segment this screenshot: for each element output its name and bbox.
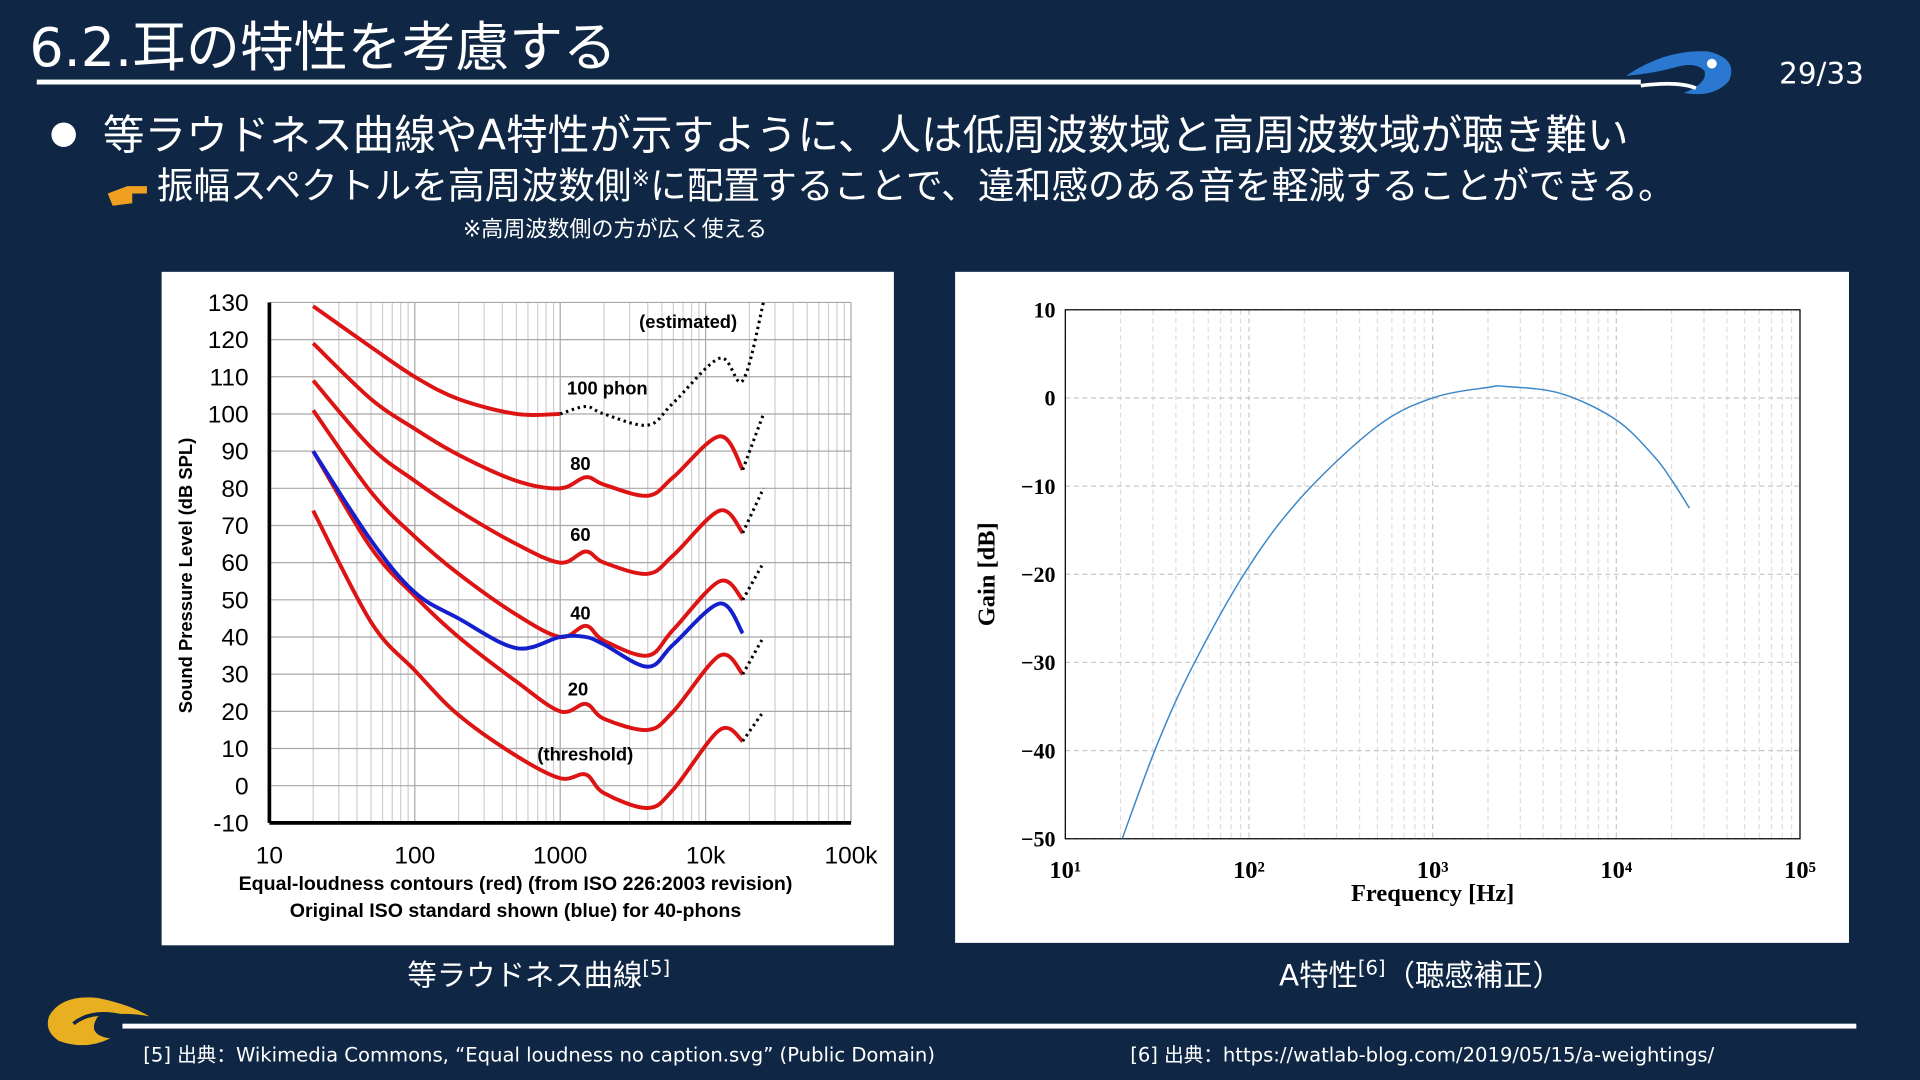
annotation: (threshold) xyxy=(537,743,633,764)
figure-caption: 等ラウドネス曲線[5] xyxy=(407,957,670,993)
estimated-line xyxy=(741,413,765,471)
x-tick-label: 10⁵ xyxy=(1784,857,1816,884)
y-tick-label: 10 xyxy=(221,736,248,763)
sub-bullet-text: 振幅スペクトルを高周波数側※に配置することで、違和感のある音を軽減することができ… xyxy=(157,164,1675,207)
y-tick-label: 0 xyxy=(235,773,249,800)
x-axis-label: Equal-loudness contours (red) (from ISO … xyxy=(239,873,793,895)
footer-logo xyxy=(47,997,150,1046)
x-tick-label: 10 xyxy=(256,842,283,869)
contour-line xyxy=(311,450,745,732)
annotation: 100 phon xyxy=(567,377,648,398)
y-tick-label: 80 xyxy=(221,476,248,503)
annotation: 60 xyxy=(570,524,590,545)
caption-ref: [5] xyxy=(642,957,670,980)
x-axis-label: Frequency [Hz] xyxy=(1351,880,1514,907)
y-tick-label: 20 xyxy=(221,699,248,726)
y-tick-label: 90 xyxy=(221,439,248,466)
annotation: 20 xyxy=(568,679,588,700)
y-tick-label: 70 xyxy=(221,513,248,540)
bullet-dot xyxy=(51,122,76,147)
caption-text: 等ラウドネス曲線 xyxy=(407,959,642,993)
y-tick-label: 30 xyxy=(221,662,248,689)
y-tick-label: −30 xyxy=(1021,650,1056,675)
pointing-hand-icon xyxy=(107,186,147,206)
y-tick-label: 100 xyxy=(208,402,249,429)
title-rule xyxy=(36,79,1641,85)
y-tick-label: −10 xyxy=(1021,474,1056,499)
x-tick-label: 10⁴ xyxy=(1600,857,1632,884)
x-tick-label: 10¹ xyxy=(1049,857,1081,884)
slide-title: 6.2.耳の特性を考慮する xyxy=(29,16,617,79)
x-tick-label: 10k xyxy=(686,842,726,869)
annotation: (estimated) xyxy=(639,311,737,332)
page-number: 29/33 xyxy=(1779,56,1864,90)
estimated-line xyxy=(559,302,765,427)
equal-loudness-chart: -10 0 10 20 30 40 50 60 70 80 90 100 110 120 130 10 100 1… xyxy=(175,290,878,922)
y-tick-label: 0 xyxy=(1044,386,1055,411)
y-tick-label: 50 xyxy=(221,587,248,614)
figure-caption: A特性[6]（聴感補正） xyxy=(1279,957,1562,993)
caption-text: A特性 xyxy=(1279,959,1358,993)
caption-ref: [6] xyxy=(1358,957,1386,980)
y-tick-label: -10 xyxy=(213,810,248,837)
estimated-line xyxy=(741,710,765,742)
y-axis-label: Sound Pressure Level (dB SPL) xyxy=(175,438,196,713)
note: ※高周波数側の方が広く使える xyxy=(463,217,767,242)
logo xyxy=(1626,51,1732,95)
contour-line xyxy=(311,379,745,576)
sub-bullet-rest: に配置することで、違和感のある音を軽減することができる。 xyxy=(650,164,1675,207)
plot-frame xyxy=(1064,309,1801,840)
figure-panel xyxy=(955,271,1849,943)
x-tick-label: 10² xyxy=(1233,857,1265,884)
y-tick-label: 130 xyxy=(208,290,249,317)
y-tick-label: 10 xyxy=(1033,298,1055,323)
x-tick-label: 10³ xyxy=(1417,857,1449,884)
bullet-text: 等ラウドネス曲線やA特性が示すように、人は低周波数域と高周波数域が聴き難い xyxy=(103,110,1629,159)
y-axis-label: Gain [dB] xyxy=(973,522,1000,626)
y-tick-label: −20 xyxy=(1021,562,1056,587)
footer-reference: [5] 出典：Wikimedia Commons, “Equal loudnes… xyxy=(143,1044,935,1067)
x-tick-label: 100k xyxy=(824,842,878,869)
contour-line xyxy=(311,450,745,669)
contour-line xyxy=(311,341,745,498)
annotation: 80 xyxy=(570,453,590,474)
contour-line xyxy=(311,509,744,810)
caption-suffix: （聴感補正） xyxy=(1386,959,1562,993)
y-tick-label: 60 xyxy=(221,550,248,577)
x-axis-label: Original ISO standard shown (blue) for 4… xyxy=(290,900,742,922)
footer-rule xyxy=(122,1023,1857,1029)
y-tick-label: 120 xyxy=(208,327,249,354)
annotation: 40 xyxy=(570,603,590,624)
sub-bullet-main: 振幅スペクトルを高周波数側 xyxy=(157,164,632,207)
a-weighting-chart: −50 −40 −30 −20 −10 0 10 10¹ 10² 10³ 10⁴ 10⁵ Frequen… xyxy=(973,298,1816,908)
sub-bullet-mark: ※ xyxy=(632,167,650,192)
estimated-line xyxy=(741,487,765,534)
footer-reference: [6] 出典：https://watlab-blog.com/2019/05/1… xyxy=(1130,1044,1714,1067)
y-tick-label: 40 xyxy=(221,625,248,652)
y-tick-label: 110 xyxy=(210,364,249,391)
x-tick-label: 1000 xyxy=(533,842,587,869)
y-tick-label: −50 xyxy=(1021,826,1056,851)
contour-line xyxy=(1121,385,1691,839)
x-tick-label: 100 xyxy=(394,842,435,869)
contour-line xyxy=(312,304,561,418)
y-tick-label: −40 xyxy=(1021,738,1056,763)
